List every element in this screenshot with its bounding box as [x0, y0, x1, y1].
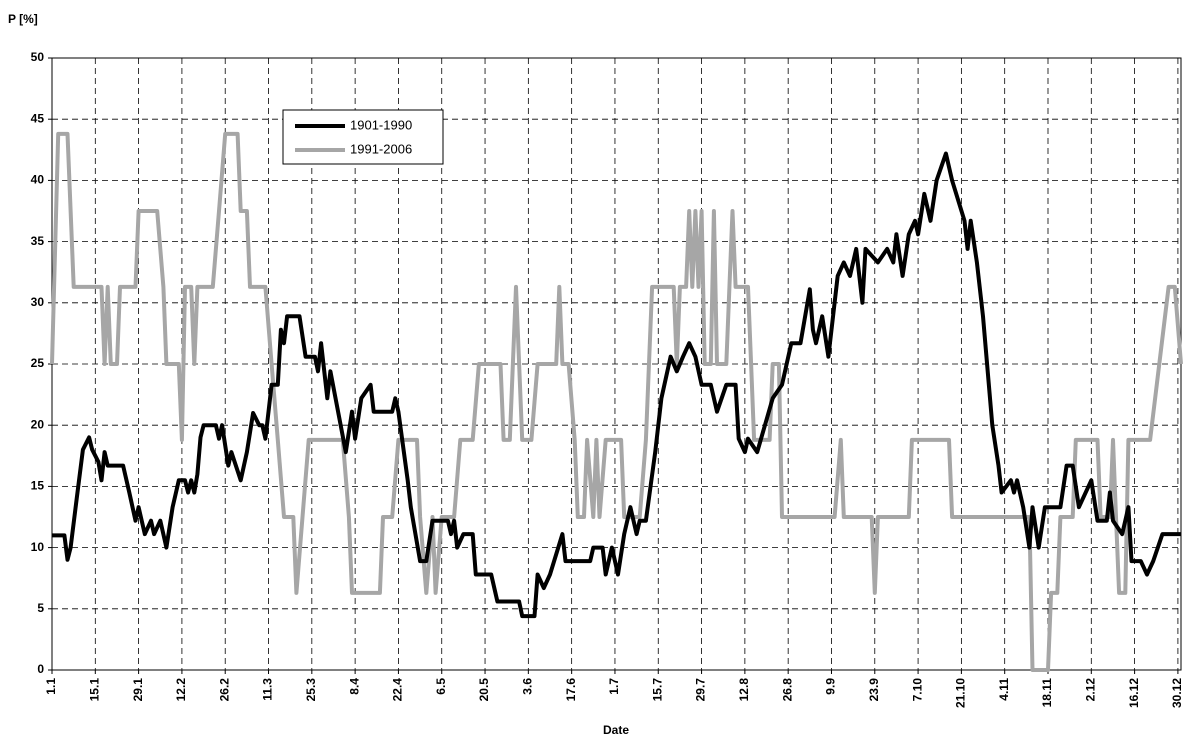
x-axis-label: Date [603, 723, 629, 737]
x-tick-label: 17.6 [564, 678, 578, 702]
x-tick-label: 30.12 [1170, 678, 1184, 708]
x-tick-label: 16.12 [1127, 678, 1141, 708]
legend-label: 1991-2006 [350, 141, 412, 156]
y-tick-label: 50 [31, 50, 45, 64]
legend-box [282, 109, 444, 165]
legend-label: 1901-1990 [350, 117, 412, 132]
x-tick-label: 2.12 [1083, 678, 1097, 702]
x-tick-label: 9.9 [824, 678, 838, 695]
x-tick-label: 3.6 [521, 678, 535, 695]
x-tick-label: 15.1 [87, 678, 101, 702]
x-tick-label: 12.2 [174, 678, 188, 702]
y-tick-label: 5 [37, 601, 44, 615]
y-tick-label: 20 [31, 417, 45, 431]
x-tick-label: 1.7 [607, 678, 621, 695]
x-tick-label: 11.3 [261, 678, 275, 701]
y-tick-label: 25 [31, 356, 45, 370]
x-tick-label: 25.3 [304, 678, 318, 702]
x-tick-label: 1.1 [44, 678, 58, 695]
x-tick-label: 6.5 [434, 678, 448, 695]
y-tick-label: 45 [31, 111, 45, 125]
x-tick-label: 18.11 [1040, 678, 1054, 708]
x-tick-label: 4.11 [997, 678, 1011, 701]
x-tick-label: 22.4 [391, 678, 405, 702]
x-tick-label: 20.5 [477, 678, 491, 702]
data-line [52, 151, 1181, 619]
x-tick-label: 21.10 [954, 678, 968, 708]
x-tick-label: 12.8 [737, 678, 751, 702]
x-tick-label: 23.9 [867, 678, 881, 702]
x-tick-label: 26.2 [217, 678, 231, 702]
x-tick-label: 29.7 [694, 678, 708, 702]
x-tick-label: 7.10 [910, 678, 924, 702]
x-tick-label: 15.7 [650, 678, 664, 702]
x-tick-label: 26.8 [780, 678, 794, 702]
y-tick-label: 30 [31, 295, 45, 309]
y-axis-label: P [%] [8, 12, 38, 26]
data-line [50, 131, 1183, 672]
y-tick-label: 40 [31, 173, 45, 187]
y-tick-label: 10 [31, 540, 45, 554]
y-tick-label: 35 [31, 234, 45, 248]
x-tick-label: 29.1 [131, 678, 145, 702]
y-tick-label: 15 [31, 479, 45, 493]
x-tick-label: 8.4 [347, 678, 361, 695]
y-tick-label: 0 [37, 662, 44, 676]
